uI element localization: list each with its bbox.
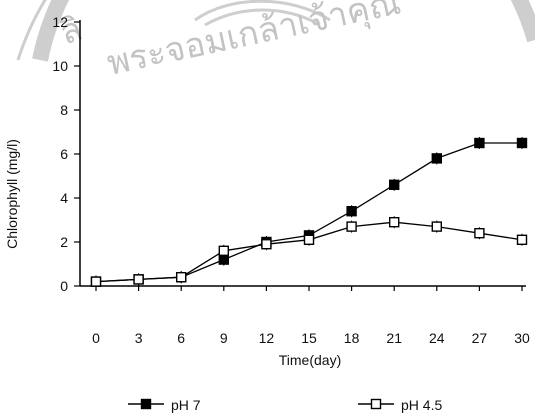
legend-marker-1 <box>370 398 382 410</box>
x-tick-label: 30 <box>514 330 530 346</box>
x-tick-label: 0 <box>92 330 100 346</box>
y-tick-label: 12 <box>52 14 68 30</box>
data-point-1 <box>218 245 230 257</box>
watermark-seal: ลิ พระจอมเกล้าเจ้าคุณ <box>16 0 535 84</box>
legend-marker-0 <box>140 398 152 410</box>
legend-label-1: pH 4.5 <box>401 397 442 413</box>
data-point-1 <box>431 221 442 232</box>
x-tick-label: 9 <box>220 330 228 346</box>
data-point-0 <box>516 137 528 149</box>
y-tick-label: 6 <box>60 146 68 162</box>
data-point-0 <box>389 179 400 191</box>
x-tick-label: 3 <box>135 330 143 346</box>
data-point-1 <box>90 276 102 287</box>
data-point-1 <box>175 272 187 283</box>
x-axis-title: Time(day) <box>279 352 342 368</box>
y-tick-label: 8 <box>60 102 68 118</box>
data-point-1 <box>474 227 485 239</box>
x-tick-label: 21 <box>386 330 402 346</box>
x-tick-label: 18 <box>344 330 360 346</box>
data-point-1 <box>133 274 144 285</box>
y-tick-label: 0 <box>60 278 68 294</box>
data-point-1 <box>261 238 272 250</box>
y-tick-label: 4 <box>60 190 68 206</box>
data-point-0 <box>346 205 357 217</box>
legend-label-0: pH 7 <box>171 397 201 413</box>
y-tick-label: 10 <box>52 58 68 74</box>
data-point-0 <box>431 153 442 164</box>
y-tick-label: 2 <box>60 234 68 250</box>
x-tick-label: 24 <box>429 330 445 346</box>
x-tick-label: 6 <box>177 330 185 346</box>
x-tick-label: 27 <box>472 330 488 346</box>
series-line-0 <box>95 142 522 283</box>
data-point-1 <box>389 216 400 228</box>
legend: pH 7 pH 4.5 <box>128 397 442 413</box>
x-tick-label: 12 <box>259 330 275 346</box>
y-axis-title: Chlorophyll (mg/l) <box>4 139 20 249</box>
data-point-1 <box>346 221 357 232</box>
x-tick-label: 15 <box>301 330 317 346</box>
data-point-1 <box>516 234 528 246</box>
svg-text:พระจอมเกล้าเจ้าคุณ: พระจอมเกล้าเจ้าคุณ <box>104 0 405 84</box>
data-point-1 <box>303 234 315 246</box>
data-point-0 <box>474 137 485 149</box>
